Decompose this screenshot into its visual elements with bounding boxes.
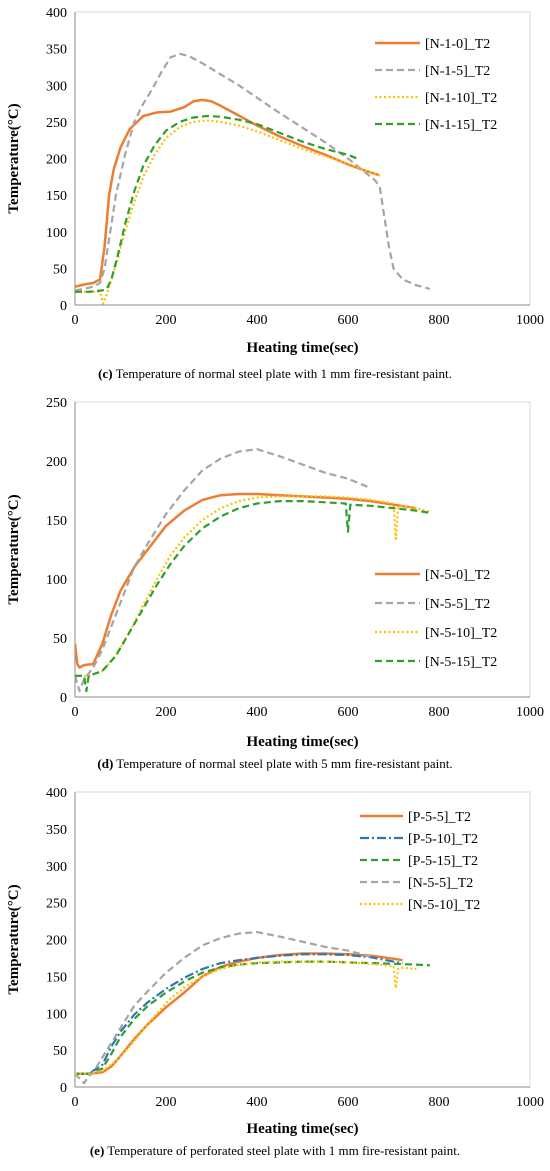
series-line-d-3	[75, 495, 431, 677]
x-tick-label-e: 800	[429, 1095, 450, 1110]
y-tick-label-d: 200	[46, 455, 67, 470]
legend-label-e-5: [N-5-10]_T2	[408, 898, 480, 913]
legend-label-c-2: [N-1-5]_T2	[425, 64, 490, 79]
chart-panel-e: 0 200 400 600 800 1000 0 50 100 150 200 250 300 350 40…	[0, 776, 550, 1166]
y-axis-title-d: Temperature(°C)	[6, 494, 22, 604]
y-tick-label-e: 350	[46, 823, 67, 838]
chart-d: 0 200 400 600 800 1000 0 50 100 150 200 250 Heating …	[6, 396, 544, 750]
legend-label-e-3: [P-5-15]_T2	[408, 854, 478, 869]
chart-panel-d: 0 200 400 600 800 1000 0 50 100 150 200 250 Heating …	[0, 388, 550, 776]
y-tick-label-c: 50	[53, 262, 67, 277]
x-tick-label-c: 800	[429, 313, 450, 328]
y-tick-label-c: 200	[46, 153, 67, 168]
caption-c: (c) Temperature of normal steel plate wi…	[98, 366, 452, 381]
x-tick-label-c: 0	[72, 313, 79, 328]
y-tick-label-c: 250	[46, 116, 67, 131]
y-axis-title-c: Temperature(°C)	[6, 103, 22, 213]
y-tick-label-c: 100	[46, 226, 67, 241]
y-tick-label-d: 100	[46, 573, 67, 588]
x-tick-label-d: 400	[247, 705, 268, 720]
chart-e: 0 200 400 600 800 1000 0 50 100 150 200 250 300 350 40…	[6, 786, 544, 1137]
x-tick-label-c: 200	[156, 313, 177, 328]
chart-c: 0 200 400 600 800 1000 0 50 100 150 200 250 300 350 40…	[6, 6, 544, 356]
chart-panel-c: 0 200 400 600 800 1000 0 50 100 150 200 250 300 350 40…	[0, 0, 550, 388]
y-tick-label-d: 150	[46, 514, 67, 529]
x-tick-label-d: 600	[338, 705, 359, 720]
legend-label-d-1: [N-5-0]_T2	[425, 568, 490, 583]
y-tick-label-e: 200	[46, 934, 67, 949]
y-tick-label-c: 350	[46, 43, 67, 58]
legend-label-c-3: [N-1-10]_T2	[425, 91, 497, 106]
series-line-d-4	[75, 499, 431, 693]
x-tick-label-e: 0	[72, 1095, 79, 1110]
x-tick-label-d: 800	[429, 705, 450, 720]
caption-d: (d) Temperature of normal steel plate wi…	[97, 756, 453, 771]
series-line-c-1	[75, 98, 381, 288]
series-line-e-2	[75, 953, 403, 1075]
plot-area-c	[74, 11, 531, 306]
y-tick-label-c: 400	[46, 6, 67, 21]
series-line-c-2	[75, 52, 431, 292]
y-tick-label-d: 50	[53, 632, 67, 647]
series-line-e-1	[75, 952, 403, 1075]
x-tick-label-d: 200	[156, 705, 177, 720]
series-line-d-2	[75, 448, 372, 693]
series-line-c-3	[75, 119, 381, 305]
series-line-c-4	[75, 114, 358, 293]
legend-label-e-4: [N-5-5]_T2	[408, 876, 473, 891]
x-tick-label-c: 400	[247, 313, 268, 328]
legend-label-d-2: [N-5-5]_T2	[425, 597, 490, 612]
y-tick-label-e: 100	[46, 1007, 67, 1022]
y-axis-title-e: Temperature(°C)	[6, 884, 22, 994]
legend-label-d-3: [N-5-10]_T2	[425, 626, 497, 641]
x-tick-label-e: 600	[338, 1095, 359, 1110]
x-tick-label-d: 1000	[516, 705, 544, 720]
legend-label-e-1: [P-5-5]_T2	[408, 810, 471, 825]
legend-label-c-1: [N-1-0]_T2	[425, 37, 490, 52]
x-tick-label-e: 200	[156, 1095, 177, 1110]
y-tick-label-e: 0	[60, 1081, 67, 1096]
x-tick-label-e: 400	[247, 1095, 268, 1110]
x-axis-title-e: Heating time(sec)	[246, 1121, 358, 1137]
caption-e: (e) Temperature of perforated steel plat…	[89, 1143, 461, 1158]
x-axis-title-c: Heating time(sec)	[246, 340, 358, 356]
y-tick-label-d: 250	[46, 396, 67, 411]
x-axis-title-d: Heating time(sec)	[246, 734, 358, 750]
y-tick-label-e: 50	[53, 1044, 67, 1059]
legend-label-e-2: [P-5-10]_T2	[408, 832, 478, 847]
y-tick-label-c: 0	[60, 299, 67, 314]
y-tick-label-e: 400	[46, 786, 67, 801]
y-tick-label-e: 150	[46, 970, 67, 985]
legend-label-d-4: [N-5-15]_T2	[425, 655, 497, 670]
x-tick-label-c: 1000	[516, 313, 544, 328]
x-tick-label-d: 0	[72, 705, 79, 720]
x-tick-label-e: 1000	[516, 1095, 544, 1110]
y-tick-label-c: 300	[46, 79, 67, 94]
series-line-d-1	[75, 492, 417, 669]
y-tick-label-e: 300	[46, 860, 67, 875]
y-tick-label-e: 250	[46, 897, 67, 912]
y-tick-label-c: 150	[46, 189, 67, 204]
y-tick-label-d: 0	[60, 691, 67, 706]
series-line-e-3	[75, 960, 430, 1075]
legend-label-c-4: [N-1-15]_T2	[425, 118, 497, 133]
x-tick-label-c: 600	[338, 313, 359, 328]
